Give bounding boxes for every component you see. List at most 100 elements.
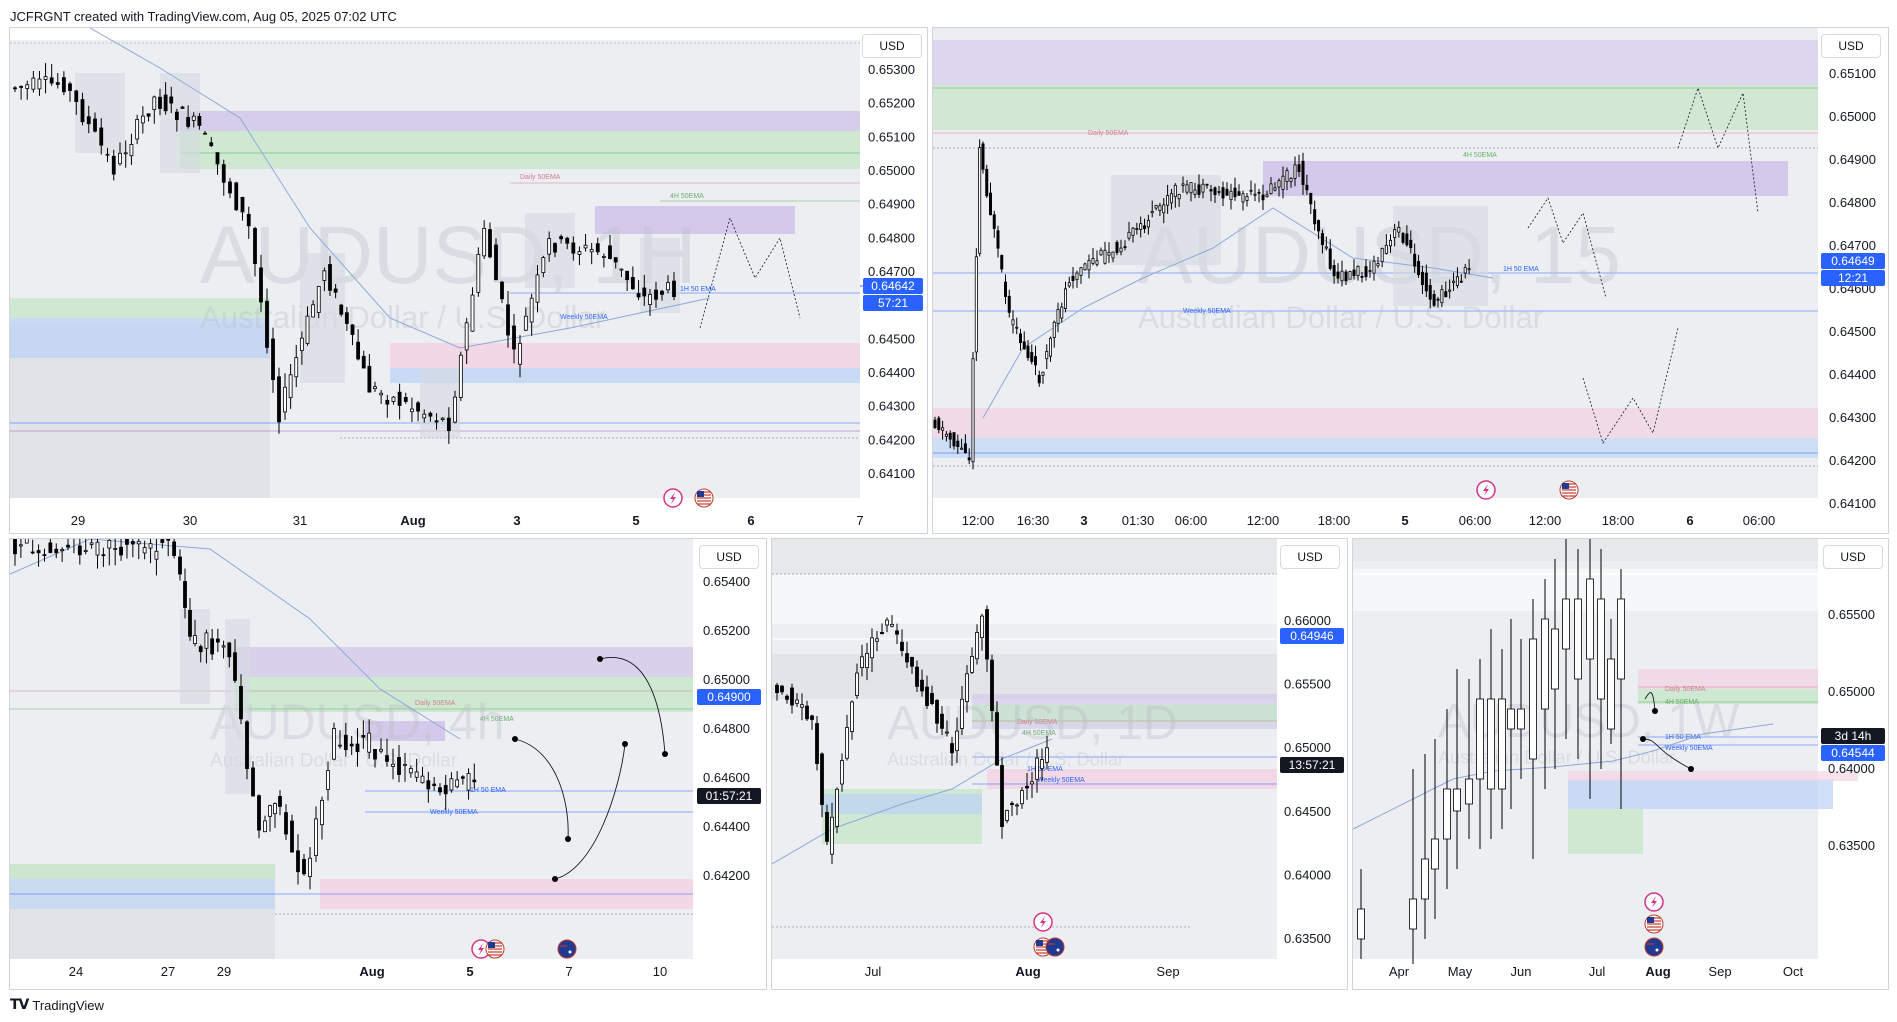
candle bbox=[1431, 838, 1439, 870]
candle bbox=[172, 541, 177, 556]
candle bbox=[1115, 241, 1119, 253]
candle bbox=[1146, 220, 1150, 228]
price-tick-label: 0.64000 bbox=[1828, 761, 1875, 776]
candle bbox=[875, 638, 879, 642]
timer-badge-bg bbox=[1821, 728, 1885, 744]
candle bbox=[1301, 160, 1305, 185]
currency-button[interactable]: USD bbox=[1823, 545, 1883, 569]
candle bbox=[1158, 205, 1162, 211]
candle bbox=[80, 99, 85, 123]
candle bbox=[1079, 267, 1083, 276]
level-label: 1H 50 EMA bbox=[1665, 734, 1701, 741]
price-tick-label: 0.64700 bbox=[868, 264, 915, 279]
candle bbox=[494, 244, 498, 281]
candle bbox=[1233, 187, 1237, 198]
chart-header: JCFRGNT created with TradingView.com, Au… bbox=[10, 9, 397, 24]
candle bbox=[488, 229, 492, 258]
candle bbox=[850, 701, 854, 732]
candle bbox=[221, 645, 226, 648]
chart-panel-1d[interactable]: Daily 50EMA 4H 50EMA 1H 50 EMA Weekly 50EMA… bbox=[771, 538, 1348, 990]
currency-button[interactable]: USD bbox=[699, 545, 759, 569]
candle bbox=[1421, 858, 1429, 900]
currency-button[interactable]: USD bbox=[862, 34, 922, 58]
candle bbox=[1000, 254, 1004, 270]
candle bbox=[1443, 788, 1451, 840]
chart-svg[interactable]: Daily 50EMA 4H 50EMA 1H 50 EMA Weekly 50EMA… bbox=[10, 539, 766, 989]
green-zone bbox=[180, 131, 860, 169]
candle bbox=[1293, 164, 1297, 179]
candle bbox=[95, 541, 100, 556]
time-tick-label: Oct bbox=[1783, 964, 1804, 979]
candle bbox=[559, 236, 564, 240]
candle bbox=[1417, 261, 1421, 276]
green-zone bbox=[1568, 809, 1643, 854]
candle bbox=[397, 391, 402, 406]
timer-badge: 3d 14h bbox=[1835, 729, 1872, 743]
candle bbox=[68, 83, 72, 91]
candle bbox=[379, 392, 384, 396]
candle bbox=[980, 615, 984, 639]
candle bbox=[333, 288, 338, 293]
candle bbox=[373, 386, 377, 390]
chart-panel-4h[interactable]: Daily 50EMA 4H 50EMA 1H 50 EMA Weekly 50EMA… bbox=[9, 538, 767, 990]
candle bbox=[989, 192, 993, 216]
green-zone bbox=[933, 85, 1818, 130]
candle bbox=[1237, 191, 1241, 196]
chart-svg[interactable]: Daily 50EMA 4H 50EMA 1H 50 EMA Weekly 50EMA… bbox=[933, 28, 1888, 533]
candle bbox=[613, 257, 618, 263]
price-tick-label: 0.64100 bbox=[1829, 496, 1876, 511]
candle bbox=[146, 113, 151, 117]
candle bbox=[815, 723, 819, 765]
time-tick-label: 7 bbox=[565, 964, 572, 979]
candle bbox=[1285, 170, 1289, 182]
chart-panel-15m[interactable]: Daily 50EMA 4H 50EMA 1H 50 EMA Weekly 50EMA… bbox=[932, 27, 1889, 534]
candle bbox=[1221, 187, 1225, 199]
candle bbox=[1463, 267, 1467, 274]
candle bbox=[944, 433, 948, 437]
chart-panel-1w[interactable]: Daily 50EMA 4H 50EMA 1H 50 EMA Weekly 50EMA… bbox=[1352, 538, 1889, 990]
candle bbox=[1465, 778, 1473, 805]
candle bbox=[1030, 352, 1034, 362]
price-tick-label: 0.64500 bbox=[868, 331, 915, 346]
candle bbox=[1455, 276, 1459, 286]
candle bbox=[1037, 374, 1041, 384]
level-label: 4H 50EMA bbox=[1665, 699, 1699, 706]
candle bbox=[865, 652, 869, 669]
candle bbox=[13, 87, 17, 90]
candle bbox=[940, 713, 944, 729]
candle bbox=[1269, 183, 1273, 195]
candle bbox=[956, 440, 960, 447]
time-tick-label: 12:00 bbox=[962, 513, 995, 528]
candle bbox=[660, 290, 664, 295]
candle bbox=[1007, 295, 1011, 313]
chart-svg[interactable]: Daily 50EMA 4H 50EMA 1H 50 EMA Weekly 50EMA… bbox=[10, 28, 927, 533]
candle bbox=[322, 270, 327, 281]
price-tick-label: 0.65300 bbox=[868, 62, 915, 77]
lightning-glyph bbox=[1040, 916, 1046, 928]
candle bbox=[1185, 184, 1189, 193]
candle bbox=[996, 230, 1000, 249]
candle bbox=[1123, 246, 1127, 249]
candle bbox=[1424, 272, 1428, 292]
currency-button[interactable]: USD bbox=[1280, 545, 1340, 569]
candle bbox=[1245, 196, 1249, 201]
chart-panel-1h[interactable]: Daily 50EMA 4H 50EMA 1H 50 EMA Weekly 50EMA… bbox=[9, 27, 928, 534]
chart-svg[interactable]: Daily 50EMA 4H 50EMA 1H 50 EMA Weekly 50EMA… bbox=[1353, 539, 1888, 989]
candle bbox=[1111, 251, 1115, 259]
candle bbox=[1022, 341, 1026, 350]
price-tick-label: 0.65200 bbox=[703, 623, 750, 638]
price-tick-label: 0.63500 bbox=[1828, 838, 1875, 853]
candle bbox=[547, 238, 552, 255]
currency-button[interactable]: USD bbox=[1821, 34, 1881, 58]
candle bbox=[1131, 227, 1135, 236]
candle bbox=[1005, 810, 1009, 821]
candle bbox=[350, 324, 355, 335]
candle bbox=[1401, 232, 1405, 243]
chart-svg[interactable]: Daily 50EMA 4H 50EMA 1H 50 EMA Weekly 50EMA… bbox=[772, 539, 1347, 989]
candle bbox=[453, 396, 457, 423]
candle bbox=[1261, 194, 1265, 201]
candle bbox=[476, 253, 481, 293]
candle bbox=[1340, 270, 1344, 282]
candle bbox=[948, 432, 952, 440]
candle bbox=[965, 673, 969, 703]
